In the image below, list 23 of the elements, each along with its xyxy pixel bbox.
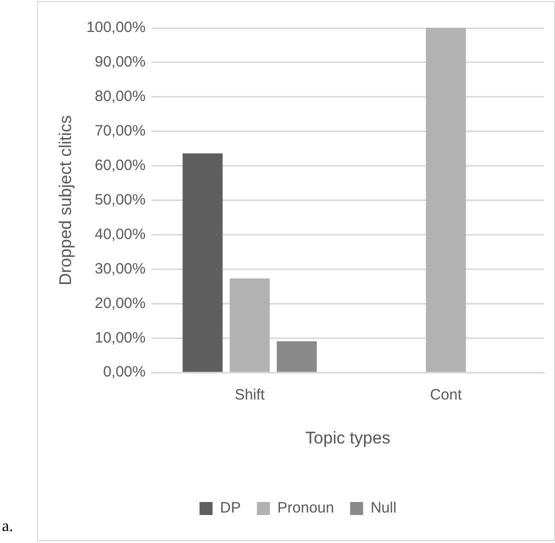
x-axis-title: Topic types bbox=[305, 428, 390, 448]
y-tick-label: 20,00% bbox=[94, 294, 146, 312]
bar bbox=[182, 153, 223, 372]
y-tick-label: 0,00% bbox=[103, 364, 146, 381]
y-tick-label: 100,00% bbox=[86, 19, 146, 36]
bar bbox=[230, 278, 270, 372]
text: a. bbox=[2, 518, 14, 536]
y-tick-label: 10,00% bbox=[94, 329, 146, 346]
y-tick-label: 70,00% bbox=[94, 122, 146, 140]
y-axis-title: Dropped subject clitics bbox=[56, 115, 75, 286]
y-tick-label: 40,00% bbox=[94, 226, 146, 243]
bar bbox=[426, 28, 466, 372]
x-tick-label: Shift bbox=[234, 386, 266, 404]
x-tick-label: Cont bbox=[430, 386, 463, 404]
y-tick-label: 90,00% bbox=[94, 54, 146, 71]
y-tick-label: 30,00% bbox=[94, 260, 146, 278]
legend-label: Null bbox=[370, 500, 396, 517]
y-tick-label: 60,00% bbox=[94, 156, 146, 174]
y-tick-label: 50,00% bbox=[94, 191, 146, 208]
legend-label: DP bbox=[220, 500, 241, 517]
legend-label: Pronoun bbox=[277, 500, 334, 517]
y-tick-label: 80,00% bbox=[94, 88, 146, 106]
bar bbox=[276, 341, 317, 372]
